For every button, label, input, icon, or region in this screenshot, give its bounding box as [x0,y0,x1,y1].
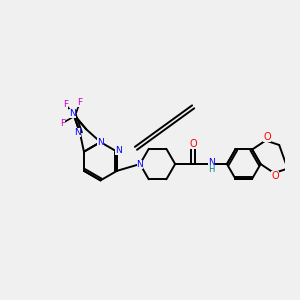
Text: O: O [189,139,197,149]
Text: N: N [115,146,122,155]
Text: O: O [263,132,271,142]
Text: N: N [208,158,214,167]
Text: H: H [208,164,214,173]
Text: N: N [69,109,76,118]
Text: N: N [136,160,143,169]
Text: F: F [63,100,68,109]
Text: N: N [74,128,81,137]
Text: F: F [77,98,83,106]
Text: N: N [97,138,104,147]
Text: F: F [60,118,65,127]
Text: O: O [272,171,279,182]
